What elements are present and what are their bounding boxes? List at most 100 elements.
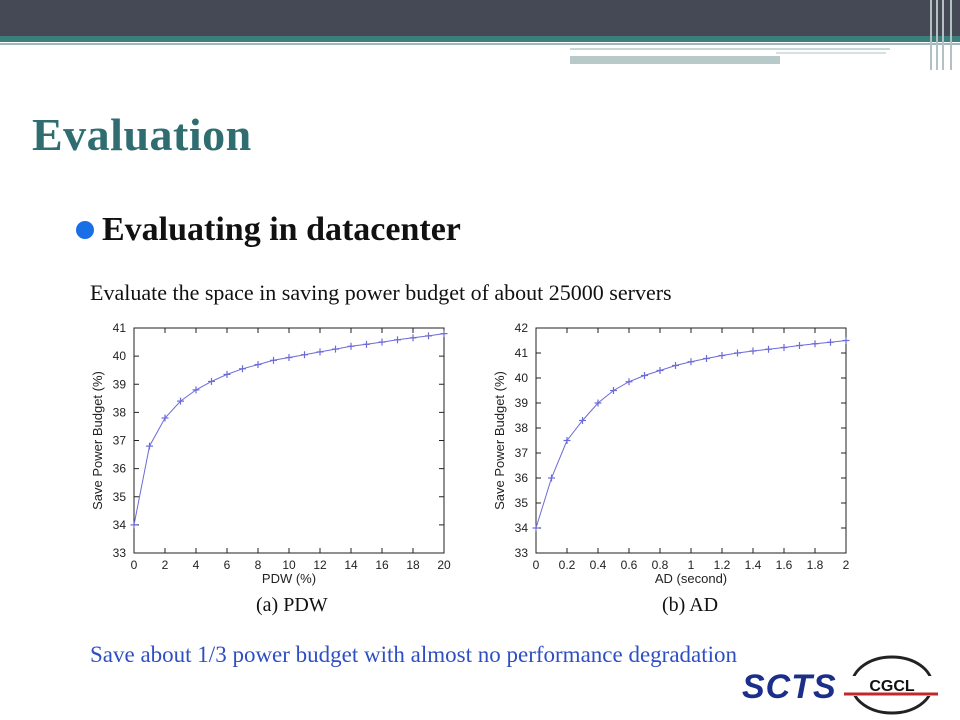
data-point (579, 417, 586, 424)
summary-note: Save about 1/3 power budget with almost … (90, 642, 738, 667)
x-tick-label: 10 (282, 558, 296, 572)
x-tick-label: 1 (688, 558, 695, 572)
x-tick-label: 0.2 (559, 558, 576, 572)
y-tick-label: 35 (113, 490, 127, 504)
header-rule (776, 52, 886, 54)
data-point (301, 351, 308, 359)
x-tick-label: 0.4 (590, 558, 607, 572)
y-tick-label: 42 (515, 321, 529, 335)
chart-ad: 33 34 35 36 37 38 39 40 41 42 0 0.2 0.4 0.6 0.8 1 1.2 1.4… (492, 321, 850, 586)
series-line (133, 333, 445, 525)
y-tick-label: 33 (515, 546, 529, 560)
data-point (641, 372, 648, 379)
description-text: Evaluate the space in saving power budge… (90, 280, 672, 305)
sccs-logo: SCTS (742, 668, 837, 706)
x-tick-label: 6 (224, 558, 231, 572)
series-line (535, 340, 847, 529)
data-point (687, 358, 695, 366)
data-point (672, 362, 679, 369)
corner-decoration (926, 0, 960, 70)
y-tick-label: 41 (515, 346, 529, 360)
data-point (548, 474, 555, 482)
data-point (270, 356, 277, 364)
data-point (130, 521, 138, 529)
x-tick-label: 4 (193, 558, 200, 572)
y-tick-label: 40 (113, 349, 127, 363)
y-tick-label: 38 (113, 405, 127, 419)
x-tick-label: 18 (406, 558, 420, 572)
data-point (594, 399, 602, 407)
data-point (703, 355, 710, 362)
chart-pdw: 33 34 35 36 37 38 39 40 41 0 2 4 6 8 10 12 14 16 18 20 PDW (… (90, 321, 451, 586)
y-tick-label: 39 (113, 377, 127, 391)
y-tick-label: 39 (515, 396, 529, 410)
data-point (749, 347, 757, 355)
header-bar (0, 0, 960, 36)
x-axis-label: PDW (%) (262, 571, 316, 586)
data-point (208, 377, 215, 385)
data-point (425, 332, 432, 340)
data-point (223, 370, 231, 378)
plot-frame (133, 327, 445, 554)
y-axis-label: Save Power Budget (%) (492, 371, 507, 510)
x-tick-label: 1.6 (776, 558, 793, 572)
data-point (394, 336, 401, 344)
x-tick-label: 2 (843, 558, 850, 572)
chart-caption-ad: (b) AD (662, 594, 719, 616)
y-tick-label: 38 (515, 421, 529, 435)
y-tick-label: 34 (113, 518, 127, 532)
x-tick-label: 1.2 (714, 558, 731, 572)
y-tick-label: 40 (515, 371, 529, 385)
header-stripe (0, 36, 960, 42)
data-point (842, 337, 850, 344)
data-point (254, 361, 262, 369)
cgcl-logo: CGCL (844, 655, 938, 715)
header-rule (0, 43, 960, 45)
page-title: Evaluation (32, 109, 252, 160)
data-point (161, 414, 169, 422)
data-point (347, 342, 355, 350)
data-point (656, 367, 664, 374)
y-tick-label: 34 (515, 521, 529, 535)
x-tick-label: 0.8 (652, 558, 669, 572)
y-tick-label: 37 (515, 446, 529, 460)
bullet-heading: Evaluating in datacenter (102, 211, 461, 248)
y-tick-label: 37 (113, 434, 127, 448)
x-tick-label: 0 (533, 558, 540, 572)
data-point (532, 524, 540, 532)
y-tick-label: 41 (113, 321, 127, 335)
y-tick-label: 36 (515, 471, 529, 485)
data-point (796, 342, 803, 349)
data-point (192, 386, 200, 394)
y-tick-label: 33 (113, 546, 127, 560)
x-tick-label: 0 (131, 558, 138, 572)
bullet-icon (76, 221, 94, 239)
data-point (363, 340, 370, 348)
x-tick-label: 8 (255, 558, 262, 572)
data-point (239, 365, 246, 373)
data-point (440, 330, 448, 338)
y-axis-label: Save Power Budget (%) (90, 371, 105, 510)
data-point (332, 345, 339, 353)
chart-caption-pdw: (a) PDW (256, 594, 328, 616)
x-axis-label: AD (second) (655, 571, 727, 586)
y-tick-label: 36 (113, 462, 127, 476)
y-tick-label: 35 (515, 496, 529, 510)
x-tick-label: 16 (375, 558, 389, 572)
x-tick-label: 20 (437, 558, 451, 572)
data-point (563, 437, 571, 444)
data-point (827, 338, 834, 346)
x-tick-label: 14 (344, 558, 358, 572)
data-point (146, 442, 153, 450)
data-point (734, 349, 741, 357)
data-point (765, 345, 772, 353)
data-point (316, 348, 324, 356)
data-point (285, 354, 293, 362)
header-rule (570, 56, 780, 64)
x-tick-label: 0.6 (621, 558, 638, 572)
data-point (610, 387, 617, 394)
x-tick-label: 12 (313, 558, 327, 572)
header-rule (570, 48, 890, 50)
data-point (409, 334, 417, 342)
x-tick-label: 1.4 (745, 558, 762, 572)
